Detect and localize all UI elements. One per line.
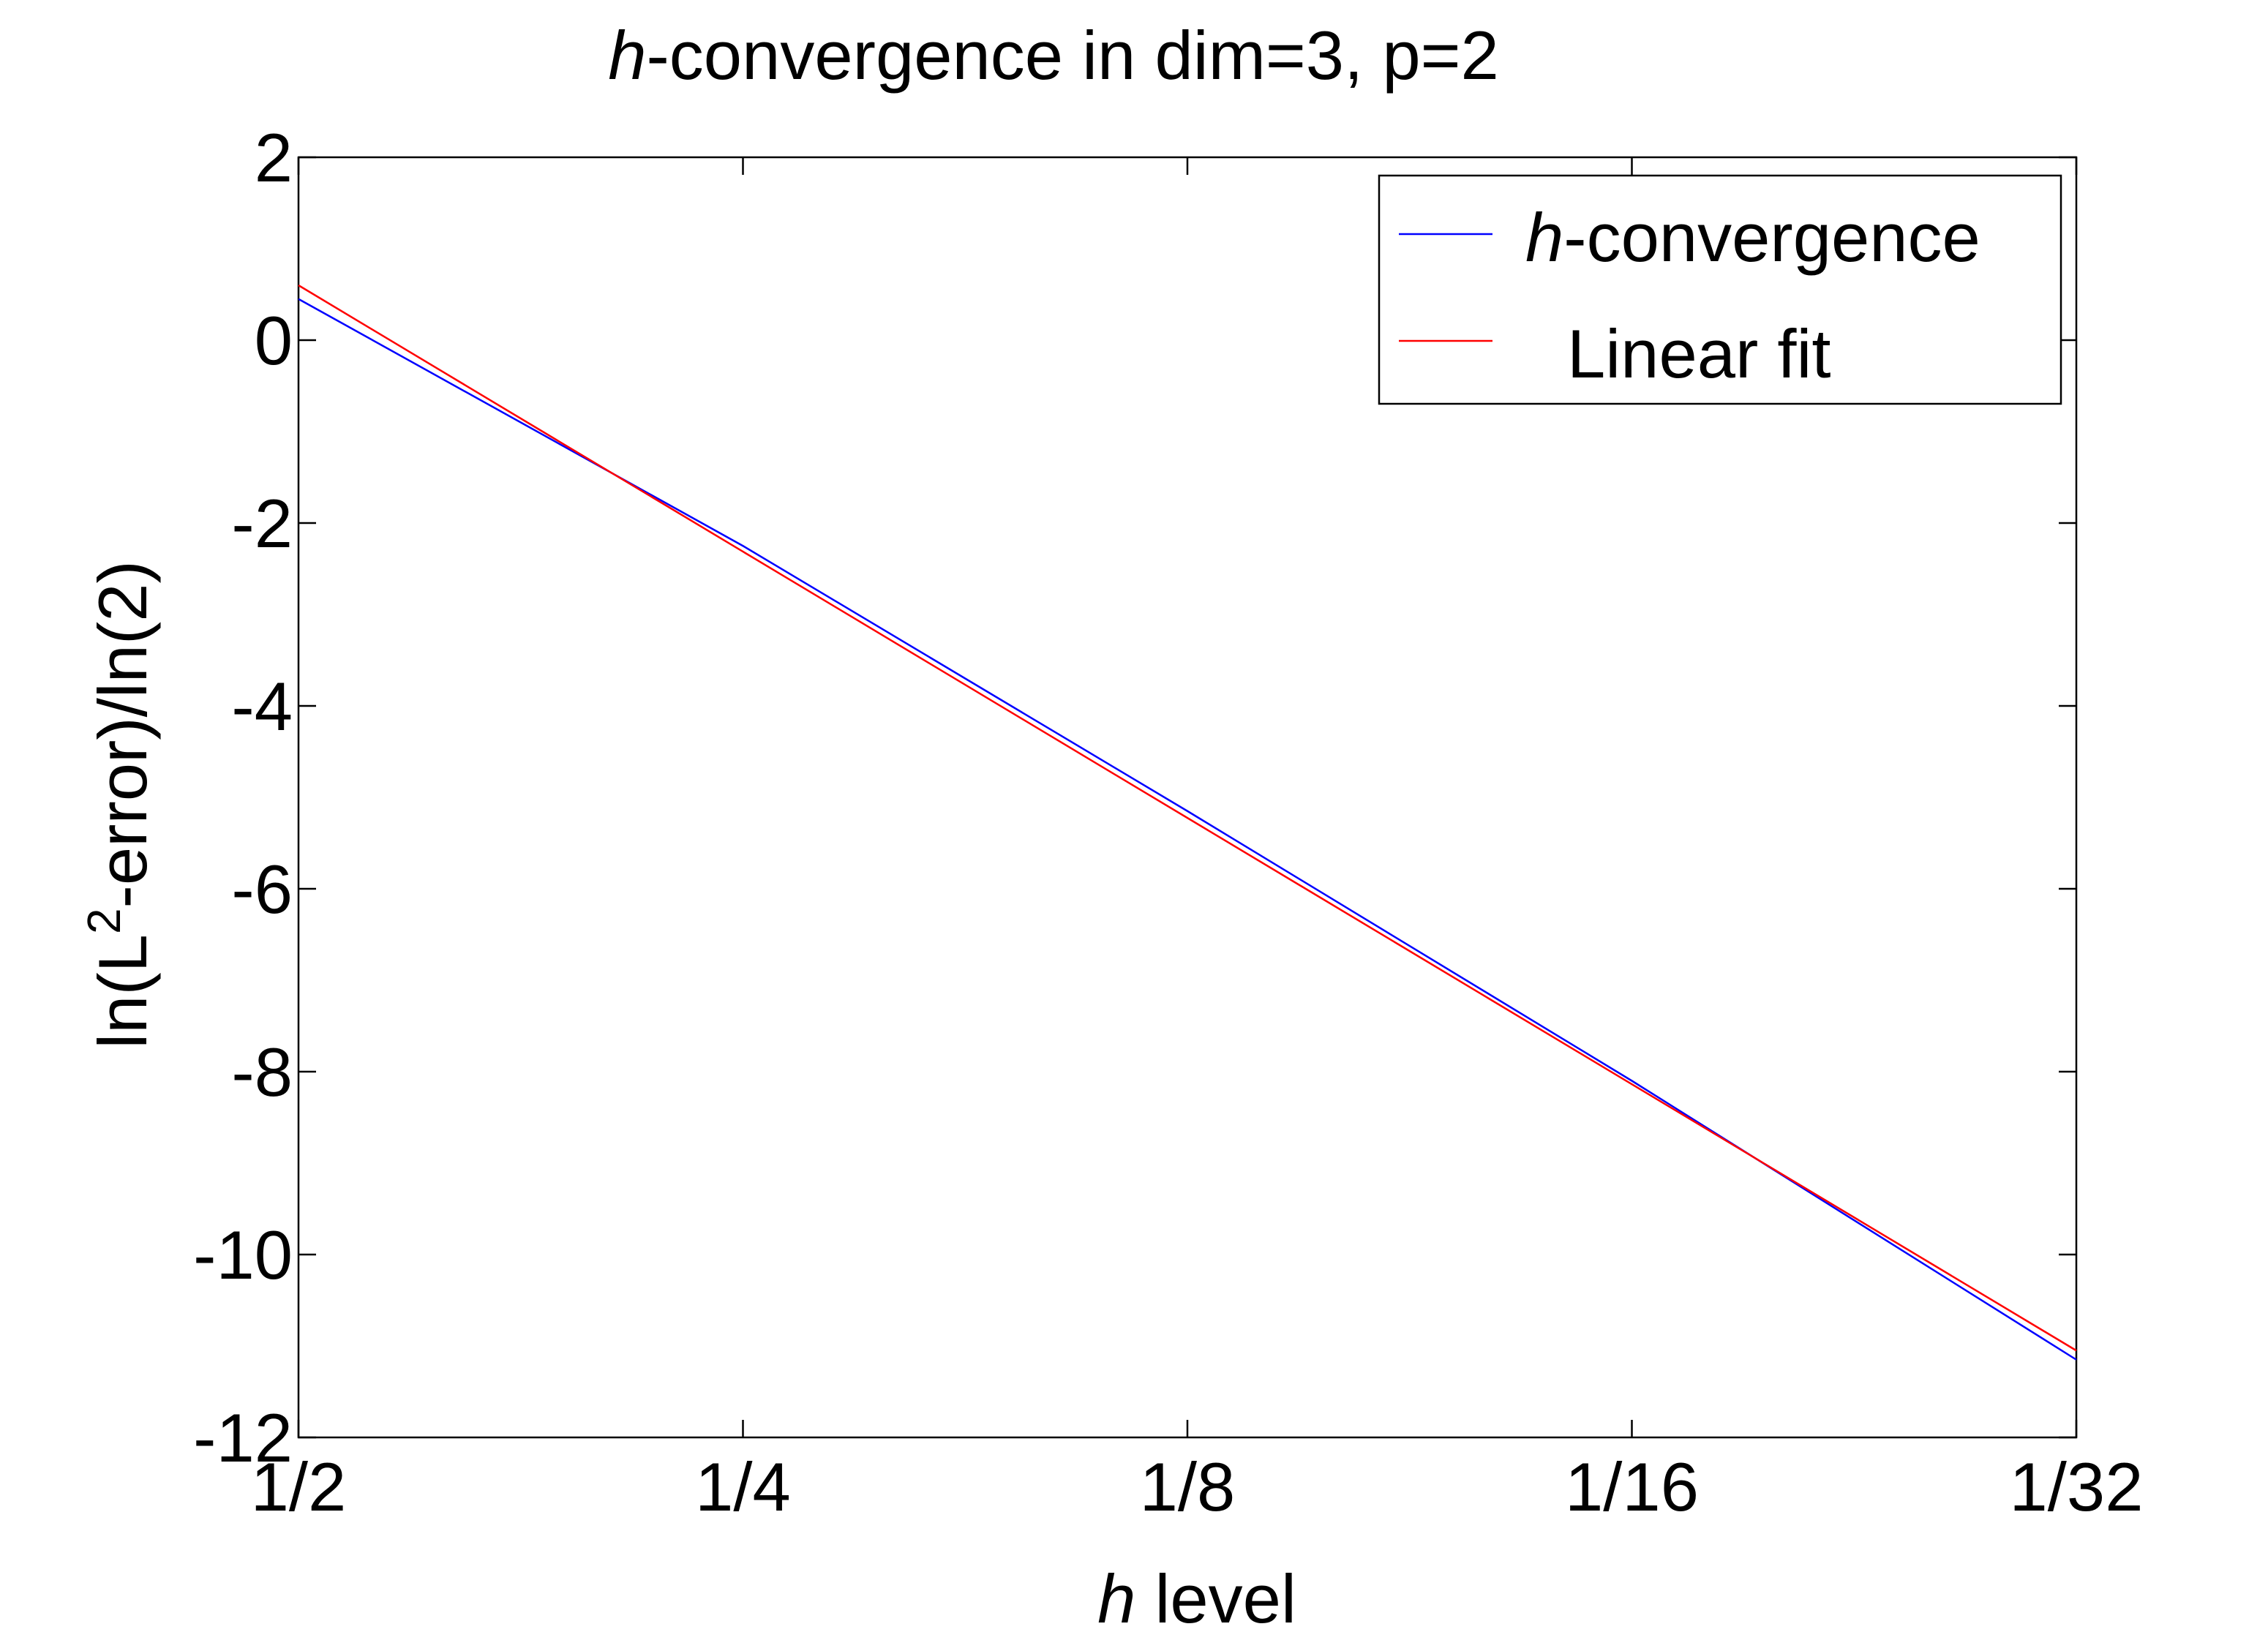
- x-axis-label: h level: [1097, 1560, 1296, 1628]
- legend: h-convergence Linear fit: [1378, 174, 2062, 405]
- legend-label-italic: h: [1525, 199, 1563, 276]
- y-tick-label: -6: [231, 851, 293, 928]
- y-axis-label-superscript: 2: [78, 908, 130, 934]
- series-lines: [298, 284, 2077, 1361]
- y-axis-label-part2: -error)/ln(2): [84, 560, 161, 908]
- y-tick-label: -4: [231, 668, 293, 745]
- chart-title: h-convergence in dim=3, p=2: [608, 17, 1499, 94]
- legend-label-linear-fit: Linear fit: [1567, 315, 1831, 392]
- legend-box: [1378, 174, 2062, 405]
- y-axis-label-part1: ln(L: [84, 934, 161, 1049]
- x-axis-label-text: level: [1135, 1560, 1296, 1628]
- y-tick-label: -10: [193, 1217, 293, 1293]
- y-tick-label: 0: [255, 302, 293, 379]
- x-axis-label-italic: h: [1097, 1560, 1135, 1628]
- y-tick-label: -12: [193, 1399, 293, 1476]
- legend-label-text: -convergence: [1563, 199, 1980, 276]
- x-tick-label: 1/32: [2010, 1448, 2144, 1525]
- y-tick-label: 2: [255, 119, 293, 196]
- y-tick-label: -8: [231, 1034, 293, 1110]
- legend-label-h-convergence: h-convergence: [1525, 199, 1980, 276]
- x-tick-label: 1/4: [695, 1448, 791, 1525]
- series-line-linear-fit: [298, 284, 2077, 1352]
- chart-title-text: -convergence in dim=3, p=2: [647, 17, 1499, 94]
- axis-ticks: 1/2 1/4 1/8 1/16 1/32 2 0 -2 -4 -6 -8 -10 -12: [193, 119, 2143, 1525]
- y-axis-label: ln(L2-error)/ln(2): [78, 560, 161, 1049]
- chart-title-italic: h: [608, 17, 646, 94]
- x-tick-label: 1/8: [1140, 1448, 1236, 1525]
- y-tick-label: -2: [231, 485, 293, 562]
- x-tick-label: 1/16: [1565, 1448, 1699, 1525]
- x-tick-label: 1/2: [251, 1448, 347, 1525]
